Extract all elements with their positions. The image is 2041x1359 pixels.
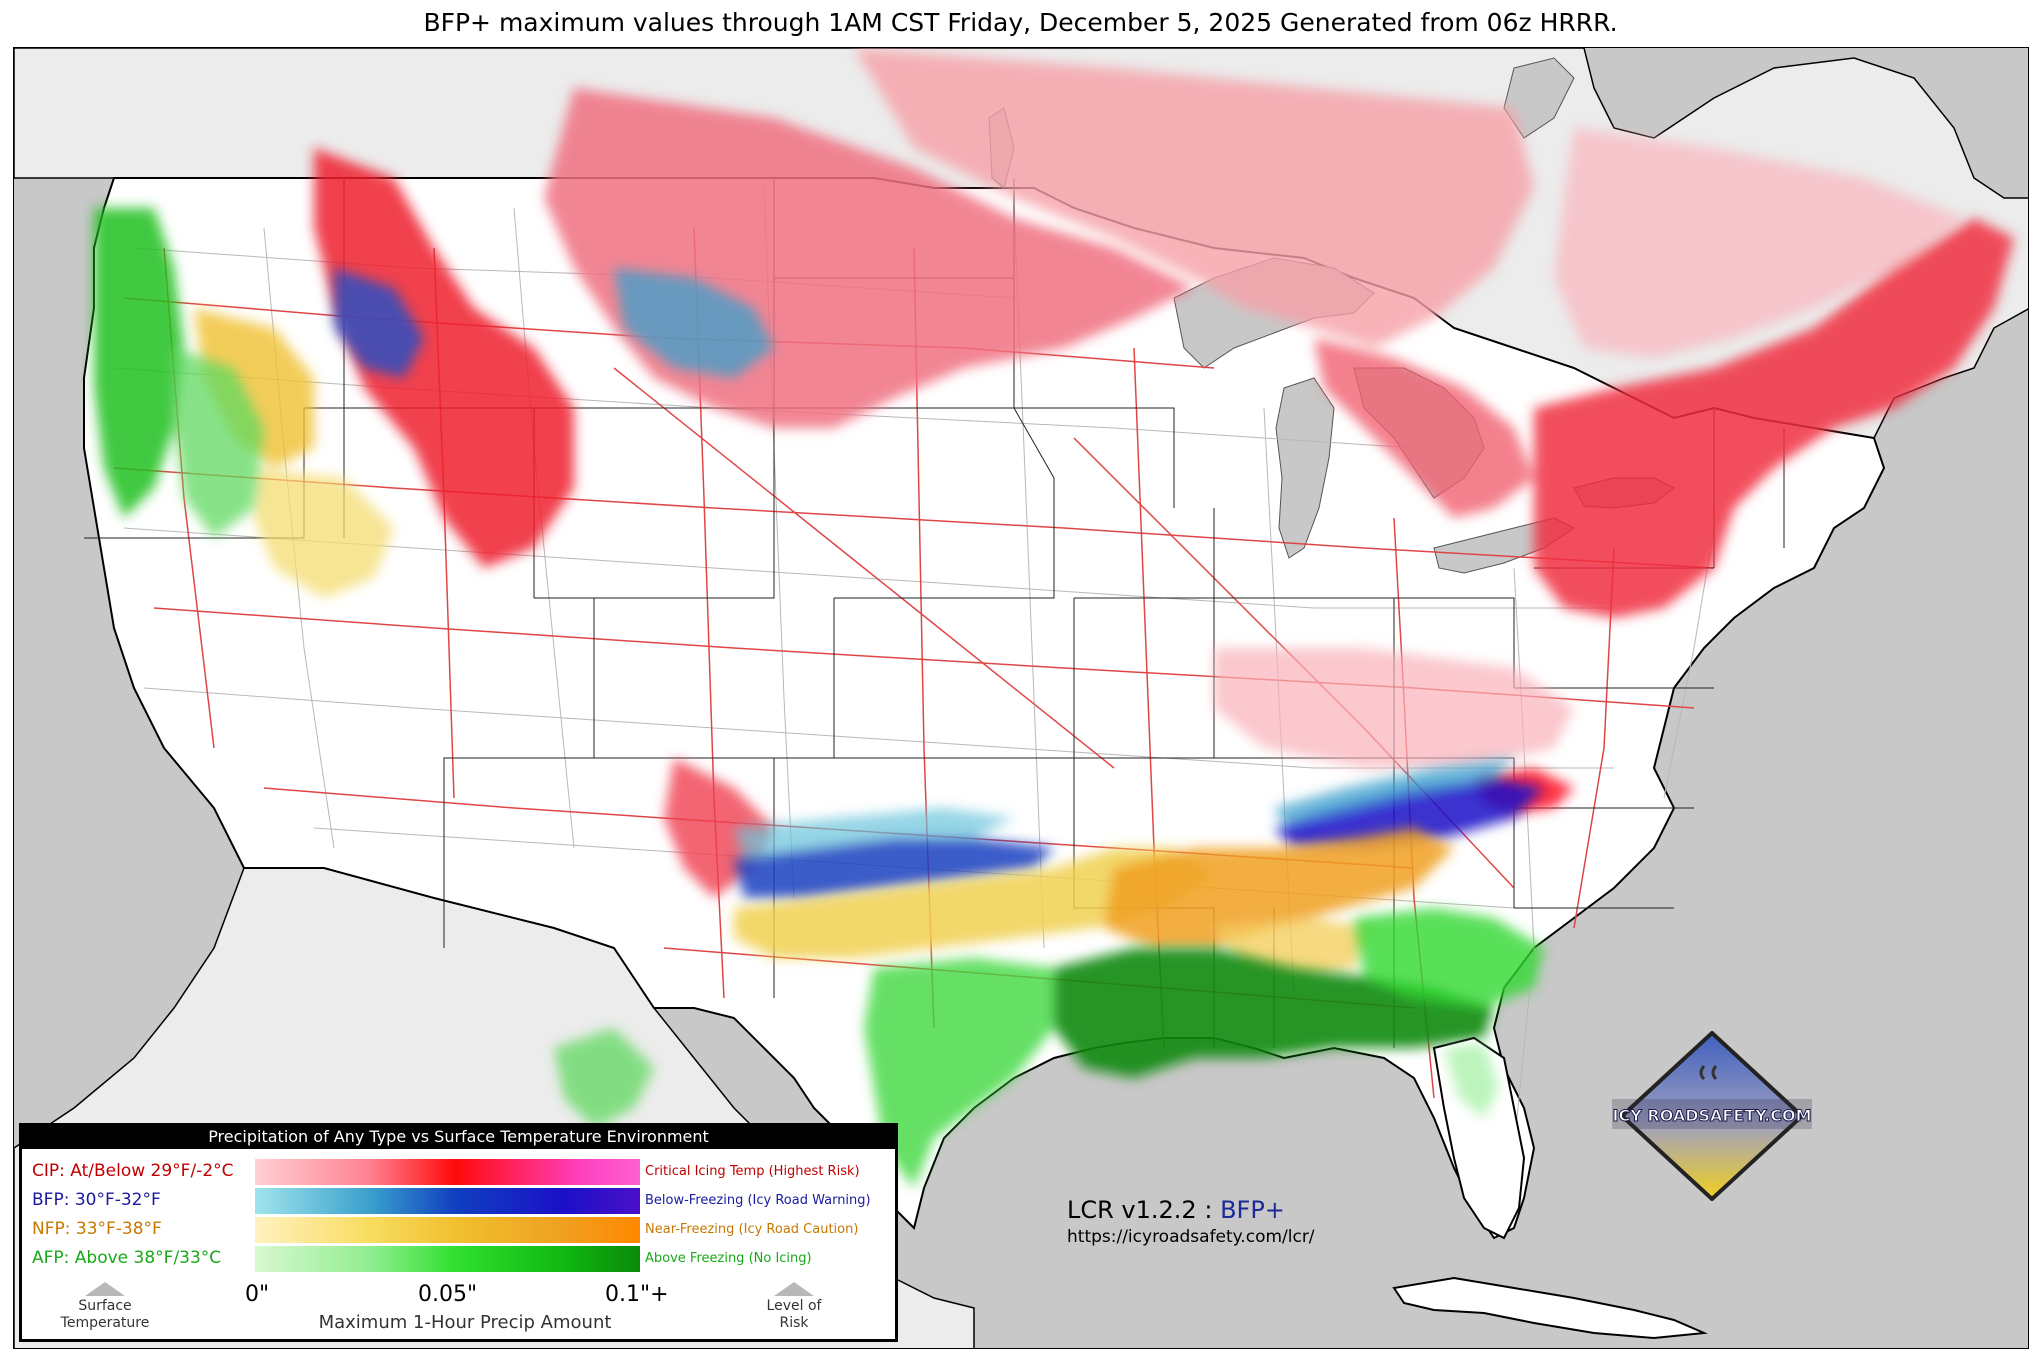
legend-gradient-afp	[255, 1246, 640, 1272]
legend-panel: Precipitation of Any Type vs Surface Tem…	[19, 1123, 898, 1342]
up-triangle-icon	[85, 1282, 125, 1296]
nfp-region-southern-plains	[734, 848, 1214, 958]
surface-temperature-label: Surface Temperature	[60, 1298, 150, 1331]
level-of-risk-indicator: Level of Risk	[744, 1282, 844, 1332]
legend-row-cip: CIP: At/Below 29°F/-2°C Critical Icing T…	[22, 1158, 898, 1186]
cip-region-northeast	[1534, 218, 2014, 618]
nfp-region-pacific-northwest	[194, 308, 314, 468]
steam-icon	[1699, 1065, 1718, 1081]
logo-diamond	[1619, 1031, 1805, 1201]
logo-text: ICY ROADSAFETY.COM	[1613, 1106, 1812, 1125]
legend-risk-cip: Critical Icing Temp (Highest Risk)	[645, 1164, 860, 1179]
tick-label-0: 0"	[245, 1282, 270, 1307]
product-name: BFP+	[1220, 1196, 1285, 1224]
nfp-region-idaho	[254, 468, 394, 598]
legend-category-cip: CIP: At/Below 29°F/-2°C	[32, 1161, 234, 1181]
precip-afp	[94, 208, 1544, 1188]
legend-gradient-nfp	[255, 1217, 640, 1243]
afp-region-southeast	[1354, 908, 1544, 1008]
afp-region-mexico	[554, 1028, 654, 1128]
afp-region-pacific-coast	[94, 208, 184, 518]
cip-region-northern-rockies	[314, 148, 574, 568]
tick-label-0-1: 0.1"+	[605, 1282, 669, 1307]
surface-temperature-indicator: Surface Temperature	[50, 1282, 160, 1332]
legend-header: Precipitation of Any Type vs Surface Tem…	[22, 1126, 895, 1149]
version-label: LCR v1.2.2 : BFP+	[1067, 1196, 1285, 1224]
icyroadsafety-logo: ICY ROADSAFETY.COM	[1612, 1031, 1812, 1201]
legend-gradient-cip	[255, 1159, 640, 1185]
cip-region-great-lakes	[1314, 338, 1534, 518]
lake-michigan	[1275, 377, 1335, 559]
bfp-region-tennessee-light	[1274, 758, 1514, 823]
cip-region-quebec	[854, 48, 1534, 348]
cip-region-northeast-light	[1554, 128, 1964, 358]
cip-region-ohio-valley	[1214, 648, 1574, 768]
version-number: LCR v1.2.2 :	[1067, 1196, 1213, 1224]
legend-risk-nfp: Near-Freezing (Icy Road Caution)	[645, 1222, 859, 1237]
nfp-region-mississippi-valley	[1104, 828, 1454, 948]
afp-region-texas	[864, 958, 1054, 1188]
legend-axis-title: Maximum 1-Hour Precip Amount	[318, 1312, 612, 1333]
tick-label-0-05: 0.05"	[418, 1282, 478, 1307]
map-panel[interactable]: ICY ROADSAFETY.COM	[13, 47, 2029, 1349]
legend-category-nfp: NFP: 33°F-38°F	[32, 1219, 162, 1239]
bfp-region-tennessee-valley	[1274, 778, 1544, 848]
legend-category-bfp: BFP: 30°F-32°F	[32, 1190, 161, 1210]
legend-row-nfp: NFP: 33°F-38°F Near-Freezing (Icy Road C…	[22, 1216, 898, 1244]
bfp-region-northern-rockies	[334, 268, 424, 378]
legend-risk-afp: Above Freezing (No Icing)	[645, 1251, 812, 1266]
page-title: BFP+ maximum values through 1AM CST Frid…	[423, 8, 1618, 37]
florida-afp	[1444, 1043, 1499, 1118]
legend-row-afp: AFP: Above 38°F/33°C Above Freezing (No …	[22, 1245, 898, 1273]
map-canvas[interactable]	[14, 48, 2029, 1349]
legend-risk-bfp: Below-Freezing (Icy Road Warning)	[645, 1193, 871, 1208]
legend-category-afp: AFP: Above 38°F/33°C	[32, 1248, 222, 1268]
cuba-land	[1392, 1276, 1708, 1340]
precip-bfp	[334, 268, 1544, 898]
version-url[interactable]: https://icyroadsafety.com/lcr/	[1067, 1227, 1315, 1247]
level-of-risk-label: Level of Risk	[766, 1298, 822, 1331]
bfp-region-southern-plains-light	[734, 808, 1014, 858]
bfp-region-montana	[614, 268, 774, 378]
bfp-region-southern-plains	[734, 838, 1054, 898]
up-triangle-icon	[774, 1282, 814, 1296]
legend-row-bfp: BFP: 30°F-32°F Below-Freezing (Icy Road …	[22, 1187, 898, 1215]
precip-nfp	[194, 308, 1454, 978]
legend-gradient-bfp	[255, 1188, 640, 1214]
mixed-region-pacific-northwest	[174, 348, 264, 538]
